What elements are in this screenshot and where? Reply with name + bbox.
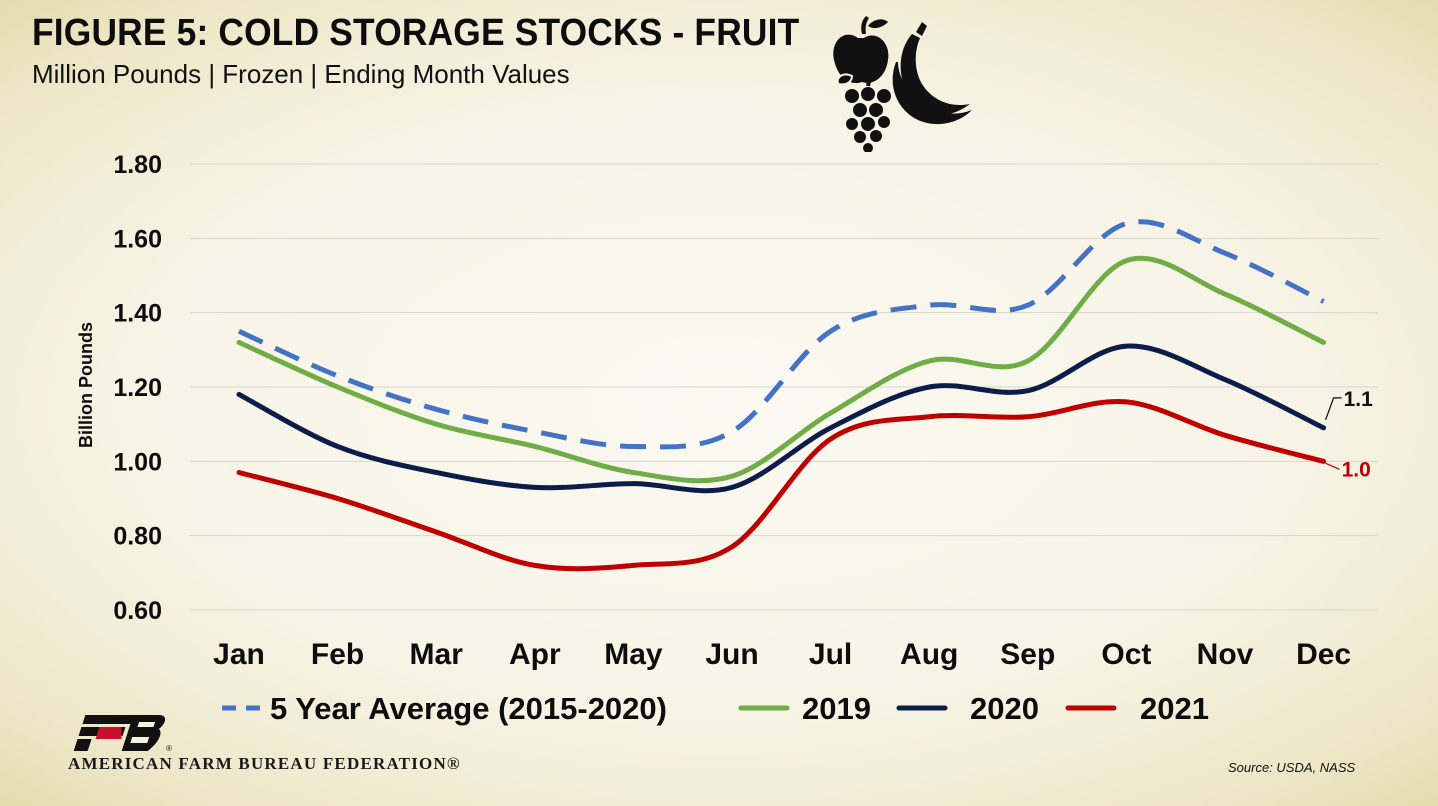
y-tick-label: 1.80 — [113, 151, 162, 179]
annotation-leader — [1325, 462, 1340, 470]
y-tick-label: 1.00 — [113, 448, 162, 476]
y-tick-label: 1.40 — [113, 300, 162, 328]
series-5yr-average-line — [237, 219, 1325, 450]
legend-label: 2020 — [970, 691, 1039, 726]
y-tick-label: 0.60 — [113, 597, 162, 625]
x-tick-label: Aug — [900, 638, 958, 671]
y-tick-label: 1.20 — [113, 374, 162, 402]
legend: 5 Year Average (2015-2020) 2019 2020 2021 — [222, 691, 1209, 726]
legend-label: 2021 — [1140, 691, 1209, 726]
x-tick-label: May — [604, 638, 663, 671]
legend-label: 2019 — [802, 691, 871, 726]
x-tick-label: Feb — [311, 638, 364, 671]
organization-name: AMERICAN FARM BUREAU FEDERATION® — [68, 754, 461, 773]
fruit-icon — [833, 16, 972, 152]
x-tick-label: Nov — [1197, 638, 1254, 671]
x-tick-label: Dec — [1296, 638, 1351, 671]
legend-label: 5 Year Average (2015-2020) — [270, 691, 667, 726]
annotation-2021: 1.0 — [1342, 458, 1371, 481]
x-tick-label: Apr — [509, 638, 561, 671]
chart-title: FIGURE 5: COLD STORAGE STOCKS - FRUIT — [32, 12, 800, 54]
x-tick-label: Sep — [1000, 638, 1055, 671]
x-tick-label: Jul — [809, 638, 852, 671]
source-note: Source: USDA, NASS — [1228, 760, 1356, 775]
y-tick-label: 0.80 — [113, 523, 162, 551]
y-axis-label: Billion Pounds — [76, 322, 96, 448]
y-tick-label: 1.60 — [113, 225, 162, 253]
x-tick-label: Mar — [410, 638, 464, 671]
x-axis-ticks: Jan Feb Mar Apr May Jun Jul Aug Sep Oct Nov Dec — [213, 638, 1351, 671]
series-2020-line — [236, 343, 1327, 494]
annotation-2020: 1.1 — [1344, 388, 1374, 411]
x-tick-label: Jun — [705, 638, 758, 671]
x-tick-label: Oct — [1101, 638, 1151, 671]
annotation-leader — [1325, 397, 1342, 421]
end-annotations: 1.1 1.0 — [1325, 388, 1374, 481]
svg-text:®: ® — [166, 744, 172, 753]
x-tick-label: Jan — [213, 638, 265, 671]
series-2019-line — [236, 255, 1327, 484]
series-lines — [236, 219, 1327, 572]
y-axis-ticks: 0.60 0.80 1.00 1.20 1.40 1.60 1.80 — [113, 151, 162, 625]
series-2021-line — [236, 398, 1327, 572]
chart-subtitle: Million Pounds | Frozen | Ending Month V… — [32, 59, 570, 89]
fb-logo-icon: ® — [73, 715, 172, 753]
